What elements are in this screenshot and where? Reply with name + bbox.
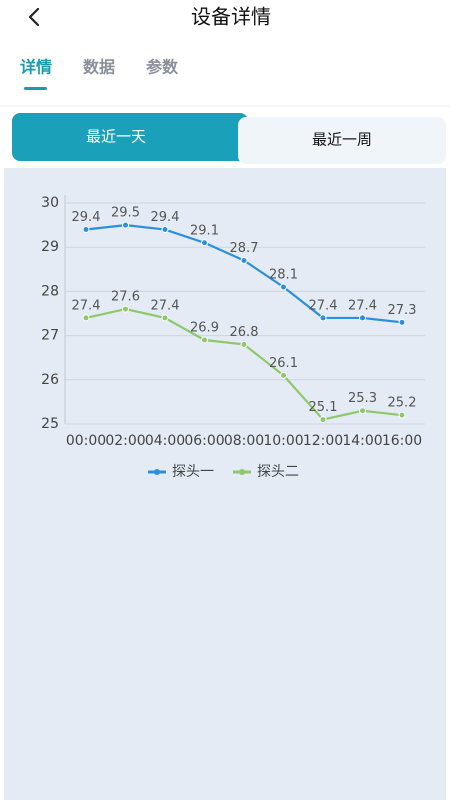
data-point	[82, 314, 90, 322]
data-label: 29.5	[111, 206, 140, 221]
legend-label: 探头一	[172, 464, 214, 480]
back-button[interactable]	[28, 7, 40, 27]
data-label: 26.8	[230, 325, 259, 340]
x-tick-label: 08:00	[224, 433, 264, 449]
data-label: 27.3	[388, 303, 417, 318]
data-point	[280, 371, 287, 379]
data-label: 26.1	[269, 356, 298, 371]
range-button-label: 最近一周	[312, 131, 372, 149]
y-tick-label: 26	[41, 372, 59, 388]
data-point	[280, 283, 287, 291]
range-button-active[interactable]	[12, 113, 248, 161]
y-tick-label: 28	[41, 283, 59, 299]
x-tick-label: 00:00	[66, 433, 106, 449]
data-point	[122, 221, 129, 229]
data-label: 28.7	[230, 241, 259, 256]
data-point	[201, 239, 208, 247]
x-tick-label: 14:00	[342, 433, 382, 449]
data-point	[319, 314, 327, 322]
data-label: 27.4	[72, 298, 101, 313]
data-point	[201, 336, 208, 344]
range-button[interactable]	[238, 117, 446, 164]
data-label: 25.2	[388, 396, 417, 411]
page-title: 设备详情	[191, 5, 271, 29]
range-button-label: 最近一天	[86, 128, 146, 146]
data-label: 27.4	[151, 298, 180, 313]
y-tick-label: 29	[41, 239, 59, 255]
data-point	[240, 340, 248, 348]
x-tick-label: 04:00	[145, 433, 185, 449]
data-label: 27.4	[309, 298, 338, 313]
legend-dot	[239, 469, 245, 475]
chart-panel	[4, 168, 446, 800]
data-point	[359, 314, 366, 322]
x-tick-label: 02:00	[105, 433, 145, 449]
data-label: 25.1	[309, 400, 338, 415]
legend-label: 探头二	[257, 464, 299, 480]
data-label: 29.4	[151, 210, 180, 225]
data-point	[359, 407, 366, 415]
data-label: 26.9	[190, 321, 219, 336]
data-point	[319, 416, 327, 424]
data-point	[122, 305, 129, 313]
x-tick-label: 16:00	[382, 433, 422, 449]
data-label: 27.4	[348, 298, 377, 313]
data-label: 29.4	[72, 210, 101, 225]
data-label: 27.6	[111, 290, 140, 305]
y-tick-label: 27	[41, 328, 59, 344]
data-point	[398, 318, 406, 326]
x-tick-label: 06:00	[184, 433, 224, 449]
tab-indicator	[24, 87, 47, 90]
tab[interactable]: 详情	[20, 58, 52, 77]
x-tick-label: 12:00	[303, 433, 343, 449]
chart: 25 26 27 28 29 30 00:00 02:00 04:00 06:00 08:00 10:…	[41, 195, 425, 480]
tab[interactable]: 参数	[146, 58, 179, 77]
data-point	[398, 411, 406, 419]
data-point	[161, 226, 169, 234]
data-point	[161, 314, 169, 322]
y-tick-label: 25	[41, 416, 59, 432]
x-tick-label: 10:00	[263, 433, 303, 449]
data-label: 29.1	[190, 223, 219, 238]
y-tick-label: 30	[41, 195, 59, 211]
data-label: 28.1	[269, 267, 298, 282]
data-point	[240, 256, 248, 264]
legend-dot	[154, 469, 160, 475]
data-label: 25.3	[348, 391, 377, 406]
data-point	[82, 226, 90, 234]
tab[interactable]: 数据	[83, 58, 115, 77]
